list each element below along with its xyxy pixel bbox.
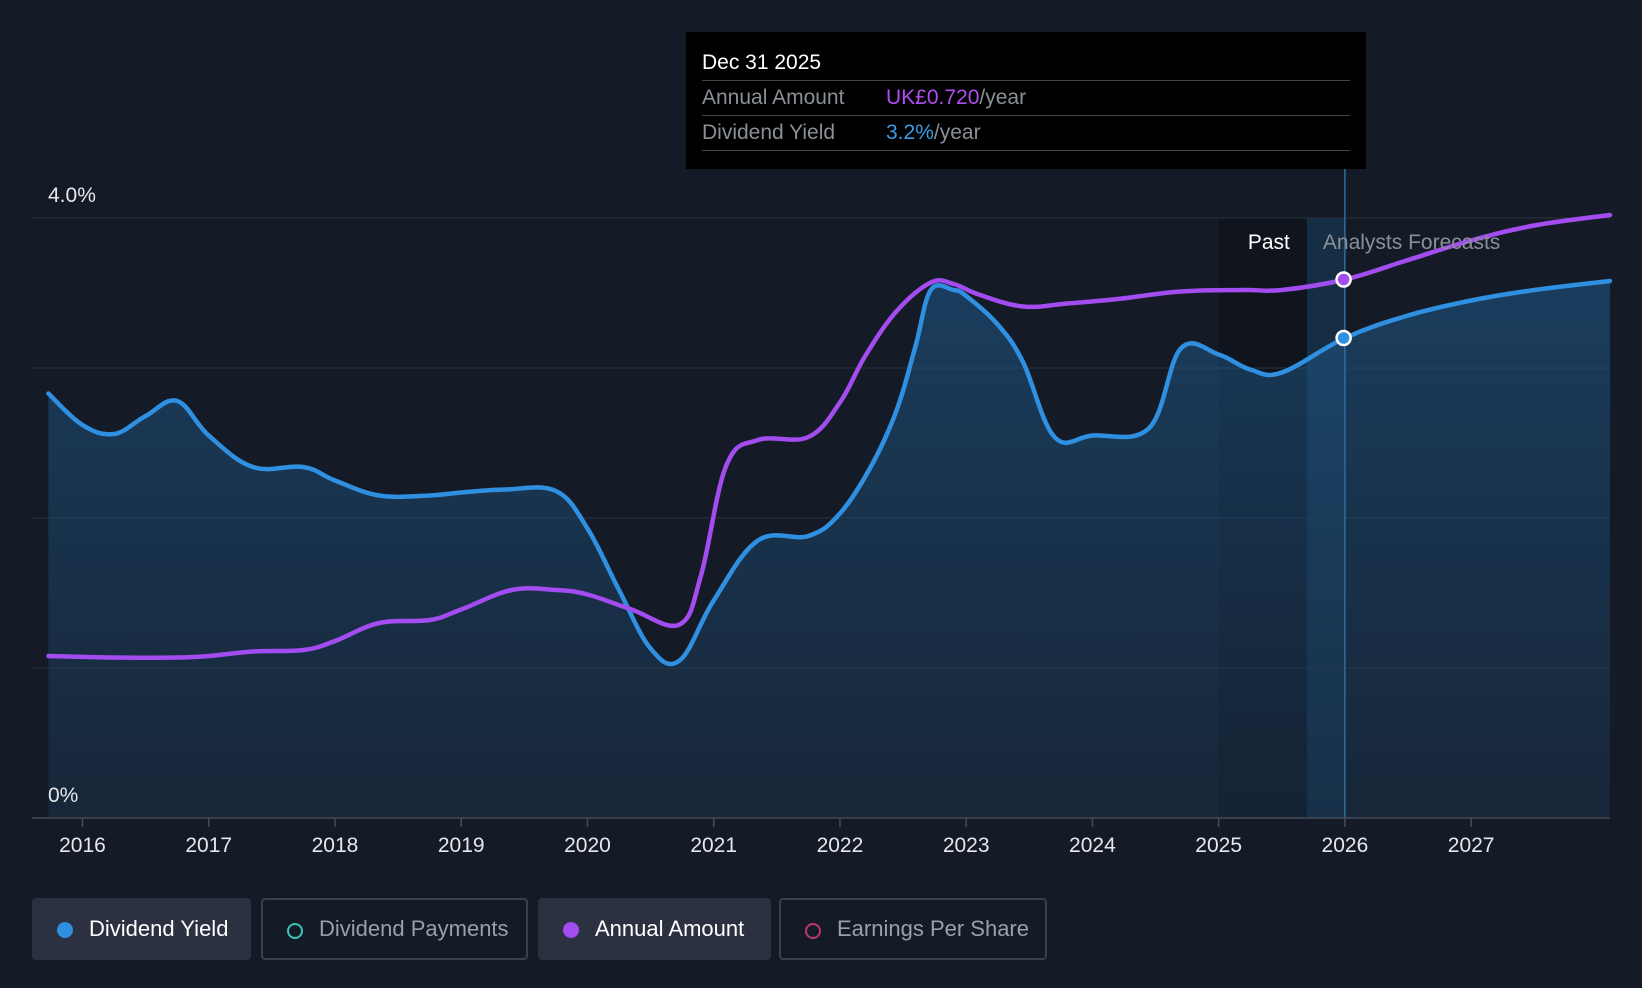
y-axis-ticks: 4.0% 0% — [48, 184, 96, 807]
x-tick-label: 2023 — [943, 834, 990, 857]
x-tick-label: 2018 — [312, 834, 359, 857]
x-tick-label: 2016 — [59, 834, 106, 857]
series-lines — [46, 212, 1613, 667]
x-tick-label: 2025 — [1195, 834, 1242, 857]
legend-label: Annual Amount — [595, 916, 745, 941]
dot-icon — [57, 922, 73, 938]
legend-dividend-payments-button[interactable]: Dividend Payments — [261, 898, 528, 960]
dot-icon — [563, 922, 579, 938]
forecast-label: Analysts Forecasts — [1323, 231, 1500, 254]
annual-amount-highlight-dot — [1335, 271, 1352, 288]
x-tick-label: 2020 — [564, 834, 611, 857]
annual-amount-line — [46, 212, 1613, 660]
tooltip-label: Annual Amount — [702, 86, 845, 109]
legend-label: Dividend Payments — [319, 916, 509, 941]
ring-icon — [287, 923, 303, 939]
x-tick-label: 2027 — [1448, 834, 1495, 857]
legend-earnings-per-share-button[interactable]: Earnings Per Share — [779, 898, 1047, 960]
x-tick-label: 2022 — [817, 834, 864, 857]
legend-label: Earnings Per Share — [837, 916, 1029, 941]
tooltip-date: Dec 31 2025 — [702, 46, 1350, 81]
tooltip-value: 3.2% — [886, 121, 934, 144]
legend-dividend-yield-button[interactable]: Dividend Yield — [32, 898, 251, 960]
legend-label: Dividend Yield — [89, 916, 229, 941]
dividend-yield-line — [46, 278, 1613, 667]
y-tick-label: 4.0% — [48, 184, 96, 207]
tooltip-unit: /year — [933, 121, 981, 144]
tooltip: Dec 31 2025 Annual Amount UK£0.720/year D… — [686, 32, 1366, 169]
x-tick-label: 2026 — [1322, 834, 1369, 857]
dividend-yield-area — [48, 281, 1610, 818]
ring-icon — [805, 923, 821, 939]
tooltip-unit: /year — [979, 86, 1027, 109]
x-tick-label: 2017 — [185, 834, 232, 857]
x-tick-label: 2019 — [438, 834, 485, 857]
x-axis-ticks: 2016 2017 2018 2019 2020 2021 2022 2023 2024 2025… — [59, 818, 1494, 857]
tooltip-label: Dividend Yield — [702, 121, 836, 144]
x-tick-label: 2024 — [1069, 834, 1116, 857]
highlight-points — [1335, 271, 1352, 347]
tooltip-row-annual-amount: Annual Amount UK£0.720/year — [702, 81, 1350, 116]
x-tick-label: 2021 — [690, 834, 737, 857]
tooltip-row-dividend-yield: Dividend Yield 3.2%/year — [702, 116, 1350, 151]
tooltip-value: UK£0.720 — [886, 86, 980, 109]
y-tick-label: 0% — [48, 784, 78, 807]
legend-annual-amount-button[interactable]: Annual Amount — [538, 898, 771, 960]
past-label: Past — [1248, 231, 1290, 254]
dividend-yield-highlight-dot — [1335, 329, 1352, 347]
